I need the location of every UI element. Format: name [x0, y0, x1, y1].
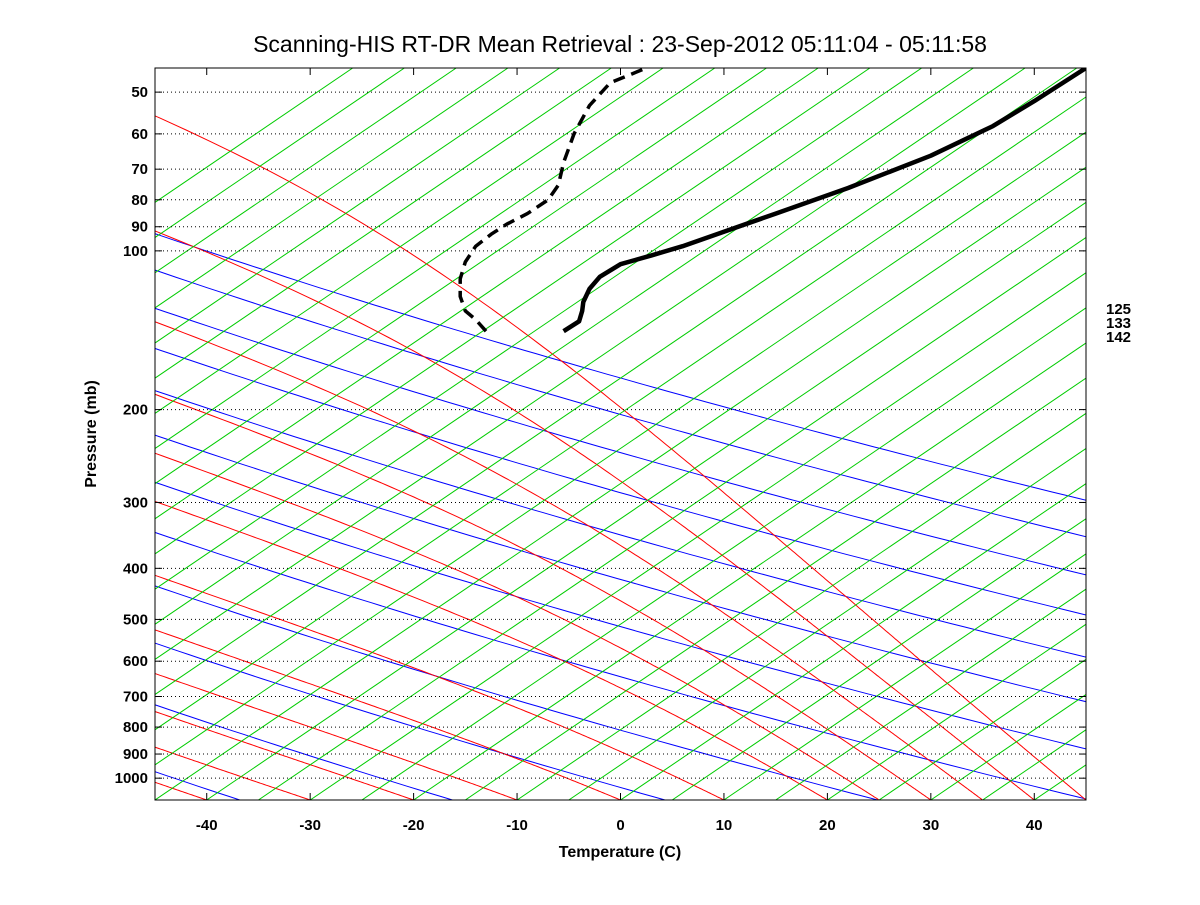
- mixing-ratio-line: [155, 68, 1200, 800]
- moist-adiabat-line: [0, 63, 207, 800]
- mixing-ratio-line: [517, 68, 1200, 800]
- dry-adiabat-line: [0, 68, 1200, 800]
- mixing-ratio-line: [103, 68, 1180, 800]
- moist-adiabat-line: [0, 63, 724, 800]
- x-tick-label: 20: [819, 817, 836, 834]
- mixing-ratio-line: [724, 68, 1200, 800]
- mixing-ratio-line: [931, 68, 1200, 800]
- dry-adiabat-line: [0, 68, 1200, 800]
- dry-adiabat-line: [0, 68, 1200, 800]
- dry-adiabat-line: [0, 68, 1090, 800]
- mixing-ratio-line: [414, 68, 1200, 800]
- mixing-ratio-line: [207, 68, 1200, 800]
- mixing-ratio-line: [569, 68, 1200, 800]
- mixing-ratio-line: [0, 68, 508, 800]
- x-axis-label: Temperature (C): [559, 844, 681, 861]
- y-tick-label: 100: [123, 243, 148, 260]
- x-tick-label: 40: [1026, 817, 1043, 834]
- moist-adiabat-line: [31, 63, 1087, 800]
- y-tick-label: 70: [131, 161, 148, 178]
- moist-adiabat-line: [0, 63, 414, 800]
- dry-adiabat-line: [0, 68, 452, 800]
- mixing-ratio-line: [258, 68, 1200, 800]
- y-tick-label: 300: [123, 494, 148, 511]
- dry-adiabat-line: [0, 68, 27, 800]
- x-tick-label: -20: [403, 817, 425, 834]
- x-tick-label: -40: [196, 817, 218, 834]
- y-tick-label: 60: [131, 126, 148, 143]
- dry-adiabat-line: [0, 68, 1200, 800]
- y-tick-label: 700: [123, 688, 148, 705]
- y-tick-label: 90: [131, 219, 148, 236]
- y-tick-label: 1000: [115, 770, 148, 787]
- mixing-ratio-line: [362, 68, 1200, 800]
- dry-adiabat-line: [0, 68, 1200, 800]
- y-tick-label: 200: [123, 402, 148, 419]
- mixing-ratio-line: [52, 68, 1129, 800]
- pressure-gridlines: [155, 92, 1086, 778]
- axes: -40 -30 -20 -10 0 10 20 30 40 50 60 70 80 90 100 200 300…: [115, 68, 1086, 834]
- y-axis-label: Pressure (mb): [83, 380, 100, 488]
- x-tick-label: -10: [506, 817, 528, 834]
- y-tick-label: 50: [131, 84, 148, 101]
- mixing-ratio-line: [310, 68, 1200, 800]
- dry-adiabat-line: [0, 68, 1200, 800]
- mixing-ratio-line: [621, 68, 1200, 800]
- chart-title: Scanning-HIS RT-DR Mean Retrieval : 23-S…: [253, 31, 987, 57]
- x-tick-label: 10: [716, 817, 733, 834]
- y-tick-label: 800: [123, 719, 148, 736]
- mixing-ratio-line: [672, 68, 1200, 800]
- mixing-ratio-line: [827, 68, 1200, 800]
- x-tick-label: -30: [299, 817, 321, 834]
- background-lines: [0, 63, 1200, 800]
- mixing-ratio-line: [1034, 68, 1200, 800]
- y-tick-label: 80: [131, 192, 148, 209]
- mixing-ratio-line: [776, 68, 1200, 800]
- y-tick-label: 500: [123, 611, 148, 628]
- y-tick-label: 600: [123, 653, 148, 670]
- y-tick-label: 900: [123, 746, 148, 763]
- right-side-label: 142: [1106, 329, 1131, 346]
- mixing-ratio-line: [1086, 68, 1200, 800]
- mixing-ratio-line: [983, 68, 1200, 800]
- x-tick-label: 30: [922, 817, 939, 834]
- mixing-ratio-line: [0, 68, 1077, 800]
- dry-adiabat-line: [0, 68, 1200, 800]
- mixing-ratio-line: [0, 68, 715, 800]
- y-tick-label: 400: [123, 560, 148, 577]
- x-tick-label: 0: [616, 817, 624, 834]
